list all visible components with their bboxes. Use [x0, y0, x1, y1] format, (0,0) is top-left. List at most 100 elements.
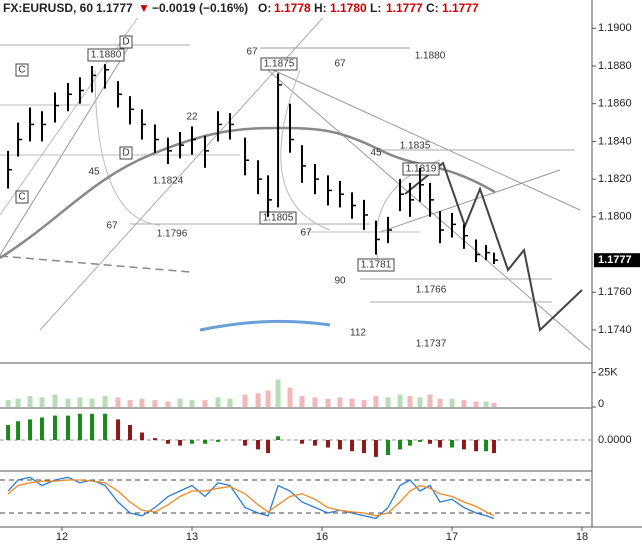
channel-line — [0, 44, 131, 256]
annotation: 1.1819 — [406, 164, 437, 175]
fan-line — [261, 64, 581, 211]
direction: ▼ — [138, 1, 150, 15]
y-tick-label: 0 — [598, 398, 604, 410]
volume-bar — [189, 400, 195, 407]
annotation: 1.1875 — [264, 59, 295, 70]
annotation-box — [87, 48, 125, 62]
annotation: D — [122, 148, 129, 159]
volume-bar — [449, 398, 455, 407]
volume-bar — [483, 401, 489, 407]
drawings — [0, 0, 591, 351]
macd-bar — [178, 440, 183, 446]
macd-bar — [337, 440, 342, 450]
annotation: 1.1796 — [157, 229, 188, 240]
volume-bar — [417, 397, 423, 407]
volume-bar — [27, 396, 33, 407]
ohlc-value: 1.1778 — [274, 1, 311, 15]
volume-bar — [202, 400, 208, 407]
annotation: 1.1880 — [91, 50, 122, 61]
change: −0.0019 (−0.16%) — [152, 1, 248, 15]
volume-bar — [325, 398, 331, 407]
symbol: FX:EURUSD, 60 — [3, 1, 93, 15]
volume-bar — [299, 396, 305, 407]
volume-bar — [407, 396, 413, 407]
frame — [0, 0, 642, 528]
annotation: 1.1880 — [415, 51, 446, 62]
volume-bar — [385, 397, 391, 407]
y-tick-label: 1.1860 — [598, 98, 632, 110]
macd-bar — [139, 432, 144, 440]
macd-bar — [203, 440, 208, 444]
macd-bar — [103, 413, 108, 440]
macd-bar — [386, 440, 391, 455]
price-tag-label: 1.1777 — [598, 254, 632, 266]
projection — [404, 161, 583, 332]
macd-bar — [325, 440, 330, 448]
ohlc-label: C: — [426, 1, 439, 15]
volume-bar — [139, 398, 145, 407]
volume-bar — [52, 394, 58, 407]
annotation-box — [119, 35, 133, 49]
macd-bar — [127, 425, 132, 440]
annotation: 67 — [334, 59, 346, 70]
macd-bar — [243, 440, 248, 446]
annotation: 1.1805 — [263, 213, 294, 224]
x-tick-label: 13 — [186, 531, 198, 543]
macd-bar — [90, 413, 95, 440]
macd-bar — [428, 440, 433, 444]
macd-bar — [312, 440, 317, 446]
ohlc-value: 1.1777 — [442, 1, 479, 15]
volume-bar — [127, 400, 133, 407]
annotation: 22 — [186, 112, 198, 123]
x-tick-label: 12 — [56, 531, 68, 543]
macd-bar — [438, 440, 443, 448]
macd-bar — [52, 415, 57, 440]
volume-bar — [427, 394, 433, 407]
volume-bar — [287, 387, 293, 407]
x-tick-label: 17 — [446, 531, 458, 543]
volume-bar — [255, 393, 261, 407]
volume-bar — [39, 397, 45, 407]
x-tick-label: 16 — [316, 531, 328, 543]
macd-bar — [216, 440, 221, 442]
volume-bar — [491, 402, 497, 407]
volume-bar — [227, 398, 233, 407]
annotation: 1.1824 — [153, 176, 184, 187]
macd-bar — [350, 440, 355, 452]
macd-bar — [361, 440, 366, 454]
macd-bar — [474, 440, 479, 452]
volume-bar — [361, 400, 367, 407]
volume-bar — [65, 398, 71, 407]
annotation-box — [15, 63, 29, 77]
moving-average — [0, 126, 496, 260]
macd-bar — [28, 419, 33, 440]
macd-bar — [408, 440, 413, 446]
ohlc-label: L: — [370, 1, 381, 15]
annotation-box — [357, 258, 395, 272]
annotation: C — [18, 65, 25, 76]
annotation: 1.1781 — [361, 260, 392, 271]
volume-bar — [115, 397, 121, 407]
macd-bar — [152, 438, 157, 440]
annotation: D — [122, 37, 129, 48]
macd-bar — [299, 440, 304, 444]
macd-bar — [190, 440, 195, 444]
ohlc-label: H: — [314, 1, 327, 15]
volume-bar — [215, 397, 221, 407]
annotation: 90 — [334, 276, 346, 287]
macd-bar — [449, 440, 454, 448]
annotation: 1.1766 — [416, 285, 447, 296]
annotation: C — [18, 192, 25, 203]
macd-bar — [165, 440, 170, 444]
macd-bar — [418, 440, 423, 442]
volume-bar — [473, 401, 479, 407]
y-tick-label: 1.1800 — [598, 211, 632, 223]
volume-bar — [242, 394, 248, 407]
channel-line — [379, 169, 561, 233]
y-tick-label: 1.1740 — [598, 324, 632, 336]
macd-bar — [491, 440, 496, 454]
macd-bar — [16, 421, 21, 440]
macd-bar — [39, 417, 44, 440]
y-tick-label: 0.0000 — [598, 434, 632, 446]
